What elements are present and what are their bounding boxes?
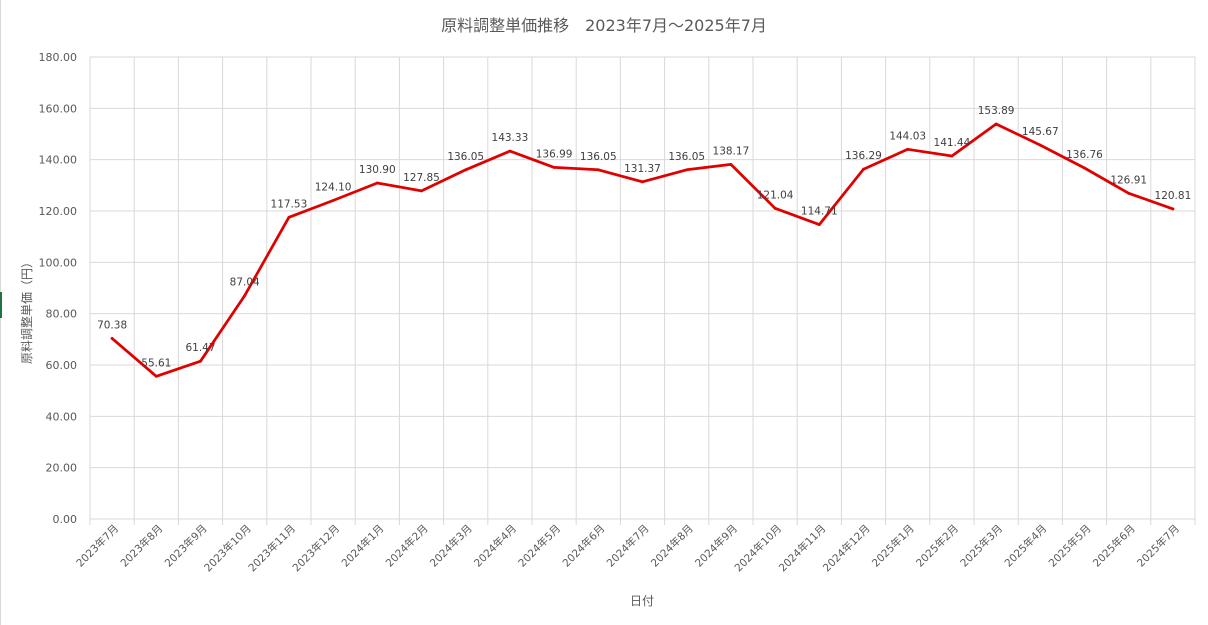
y-tick-label: 160.00 xyxy=(39,102,78,115)
data-label: 87.04 xyxy=(230,277,260,289)
x-tick-label: 2025年1月 xyxy=(869,522,917,570)
data-point xyxy=(1171,207,1175,211)
data-point xyxy=(331,199,335,202)
data-label: 136.99 xyxy=(536,148,573,160)
y-axis-title: 原料調整単価（円） xyxy=(19,256,34,364)
data-label: 61.47 xyxy=(185,342,215,354)
y-tick-label: 40.00 xyxy=(46,410,78,423)
data-point xyxy=(508,149,512,153)
x-tick-label: 2024年5月 xyxy=(516,522,564,570)
series-line-group xyxy=(110,122,1175,378)
x-tick-label: 2024年6月 xyxy=(560,522,608,570)
y-tick-label: 180.00 xyxy=(39,51,78,64)
data-label: 136.29 xyxy=(845,150,882,162)
data-labels: 70.38 55.61 61.47 87.04 117.53 124.10 130.90 12… xyxy=(97,105,1191,369)
x-tick-label: 2025年5月 xyxy=(1046,522,1094,570)
data-label: 136.05 xyxy=(580,151,617,163)
x-tick-label: 2023年12月 xyxy=(290,522,342,574)
data-label: 126.91 xyxy=(1110,174,1147,186)
x-tick-label: 2025年7月 xyxy=(1134,522,1182,570)
data-point xyxy=(950,154,954,158)
gridlines xyxy=(89,56,1196,525)
data-point xyxy=(729,162,733,166)
data-point xyxy=(420,189,423,193)
x-axis-ticks: 2023年7月2023年8月2023年9月2023年10月2023年11月202… xyxy=(74,522,1182,574)
y-tick-label: 80.00 xyxy=(46,308,78,321)
x-tick-label: 2024年4月 xyxy=(471,522,519,570)
data-label: 136.05 xyxy=(447,151,484,163)
data-label: 136.05 xyxy=(668,151,705,163)
x-tick-label: 2024年9月 xyxy=(692,522,740,570)
x-tick-label: 2025年2月 xyxy=(913,522,961,570)
data-label: 145.67 xyxy=(1022,126,1059,138)
x-tick-label: 2024年12月 xyxy=(820,522,872,574)
data-label: 130.90 xyxy=(359,164,396,176)
data-label: 127.85 xyxy=(403,172,440,184)
data-label: 138.17 xyxy=(713,145,750,157)
data-point xyxy=(375,181,379,185)
x-axis-title: 日付 xyxy=(630,594,654,608)
data-point xyxy=(464,168,468,172)
data-label: 153.89 xyxy=(978,105,1015,117)
x-tick-label: 2024年2月 xyxy=(383,522,431,570)
data-point xyxy=(817,223,821,226)
x-tick-label: 2025年6月 xyxy=(1090,522,1138,570)
sheet-accent-marker xyxy=(0,292,2,318)
x-tick-label: 2023年9月 xyxy=(162,522,210,570)
x-tick-label: 2023年7月 xyxy=(74,522,122,570)
x-tick-label: 2025年4月 xyxy=(1002,522,1050,570)
y-tick-label: 140.00 xyxy=(39,154,78,167)
data-point xyxy=(154,374,158,378)
data-point xyxy=(641,180,644,184)
x-tick-label: 2024年3月 xyxy=(427,522,475,570)
data-label: 131.37 xyxy=(624,163,661,175)
data-point xyxy=(906,147,910,151)
x-tick-label: 2024年7月 xyxy=(604,522,652,570)
data-label: 117.53 xyxy=(271,198,308,210)
data-label: 70.38 xyxy=(97,319,127,331)
data-label: 121.04 xyxy=(757,189,794,201)
data-point xyxy=(243,294,247,297)
data-point xyxy=(287,215,291,219)
x-tick-label: 2025年3月 xyxy=(958,522,1006,570)
data-point xyxy=(994,122,998,126)
data-point xyxy=(552,165,556,169)
data-point xyxy=(596,168,600,172)
chart-title: 原料調整単価推移 2023年7月～2025年7月 xyxy=(441,16,767,35)
data-label: 124.10 xyxy=(315,181,352,193)
data-label: 55.61 xyxy=(141,357,171,369)
y-tick-label: 120.00 xyxy=(39,205,78,218)
data-label: 143.33 xyxy=(492,132,529,144)
y-tick-label: 0.00 xyxy=(53,513,78,526)
y-tick-label: 100.00 xyxy=(39,256,78,269)
y-axis-ticks: 0.00 20.00 40.00 60.00 80.00 100.00 120.00 140.… xyxy=(39,51,78,526)
x-tick-label: 2024年1月 xyxy=(339,522,387,570)
data-point xyxy=(862,167,865,171)
data-point xyxy=(773,206,777,210)
data-label: 114.71 xyxy=(801,206,838,218)
data-label: 136.76 xyxy=(1066,149,1103,161)
data-label: 120.81 xyxy=(1155,190,1192,202)
data-point xyxy=(1083,166,1086,170)
data-point xyxy=(110,336,114,340)
data-label: 144.03 xyxy=(889,130,926,142)
x-tick-label: 2023年8月 xyxy=(118,522,166,570)
y-tick-label: 60.00 xyxy=(46,359,78,372)
data-point xyxy=(1127,191,1131,195)
data-point xyxy=(199,359,202,363)
data-label: 141.44 xyxy=(934,137,971,149)
y-tick-label: 20.00 xyxy=(46,462,78,475)
data-point xyxy=(1038,143,1042,147)
x-tick-label: 2024年8月 xyxy=(648,522,696,570)
data-point xyxy=(685,168,689,172)
